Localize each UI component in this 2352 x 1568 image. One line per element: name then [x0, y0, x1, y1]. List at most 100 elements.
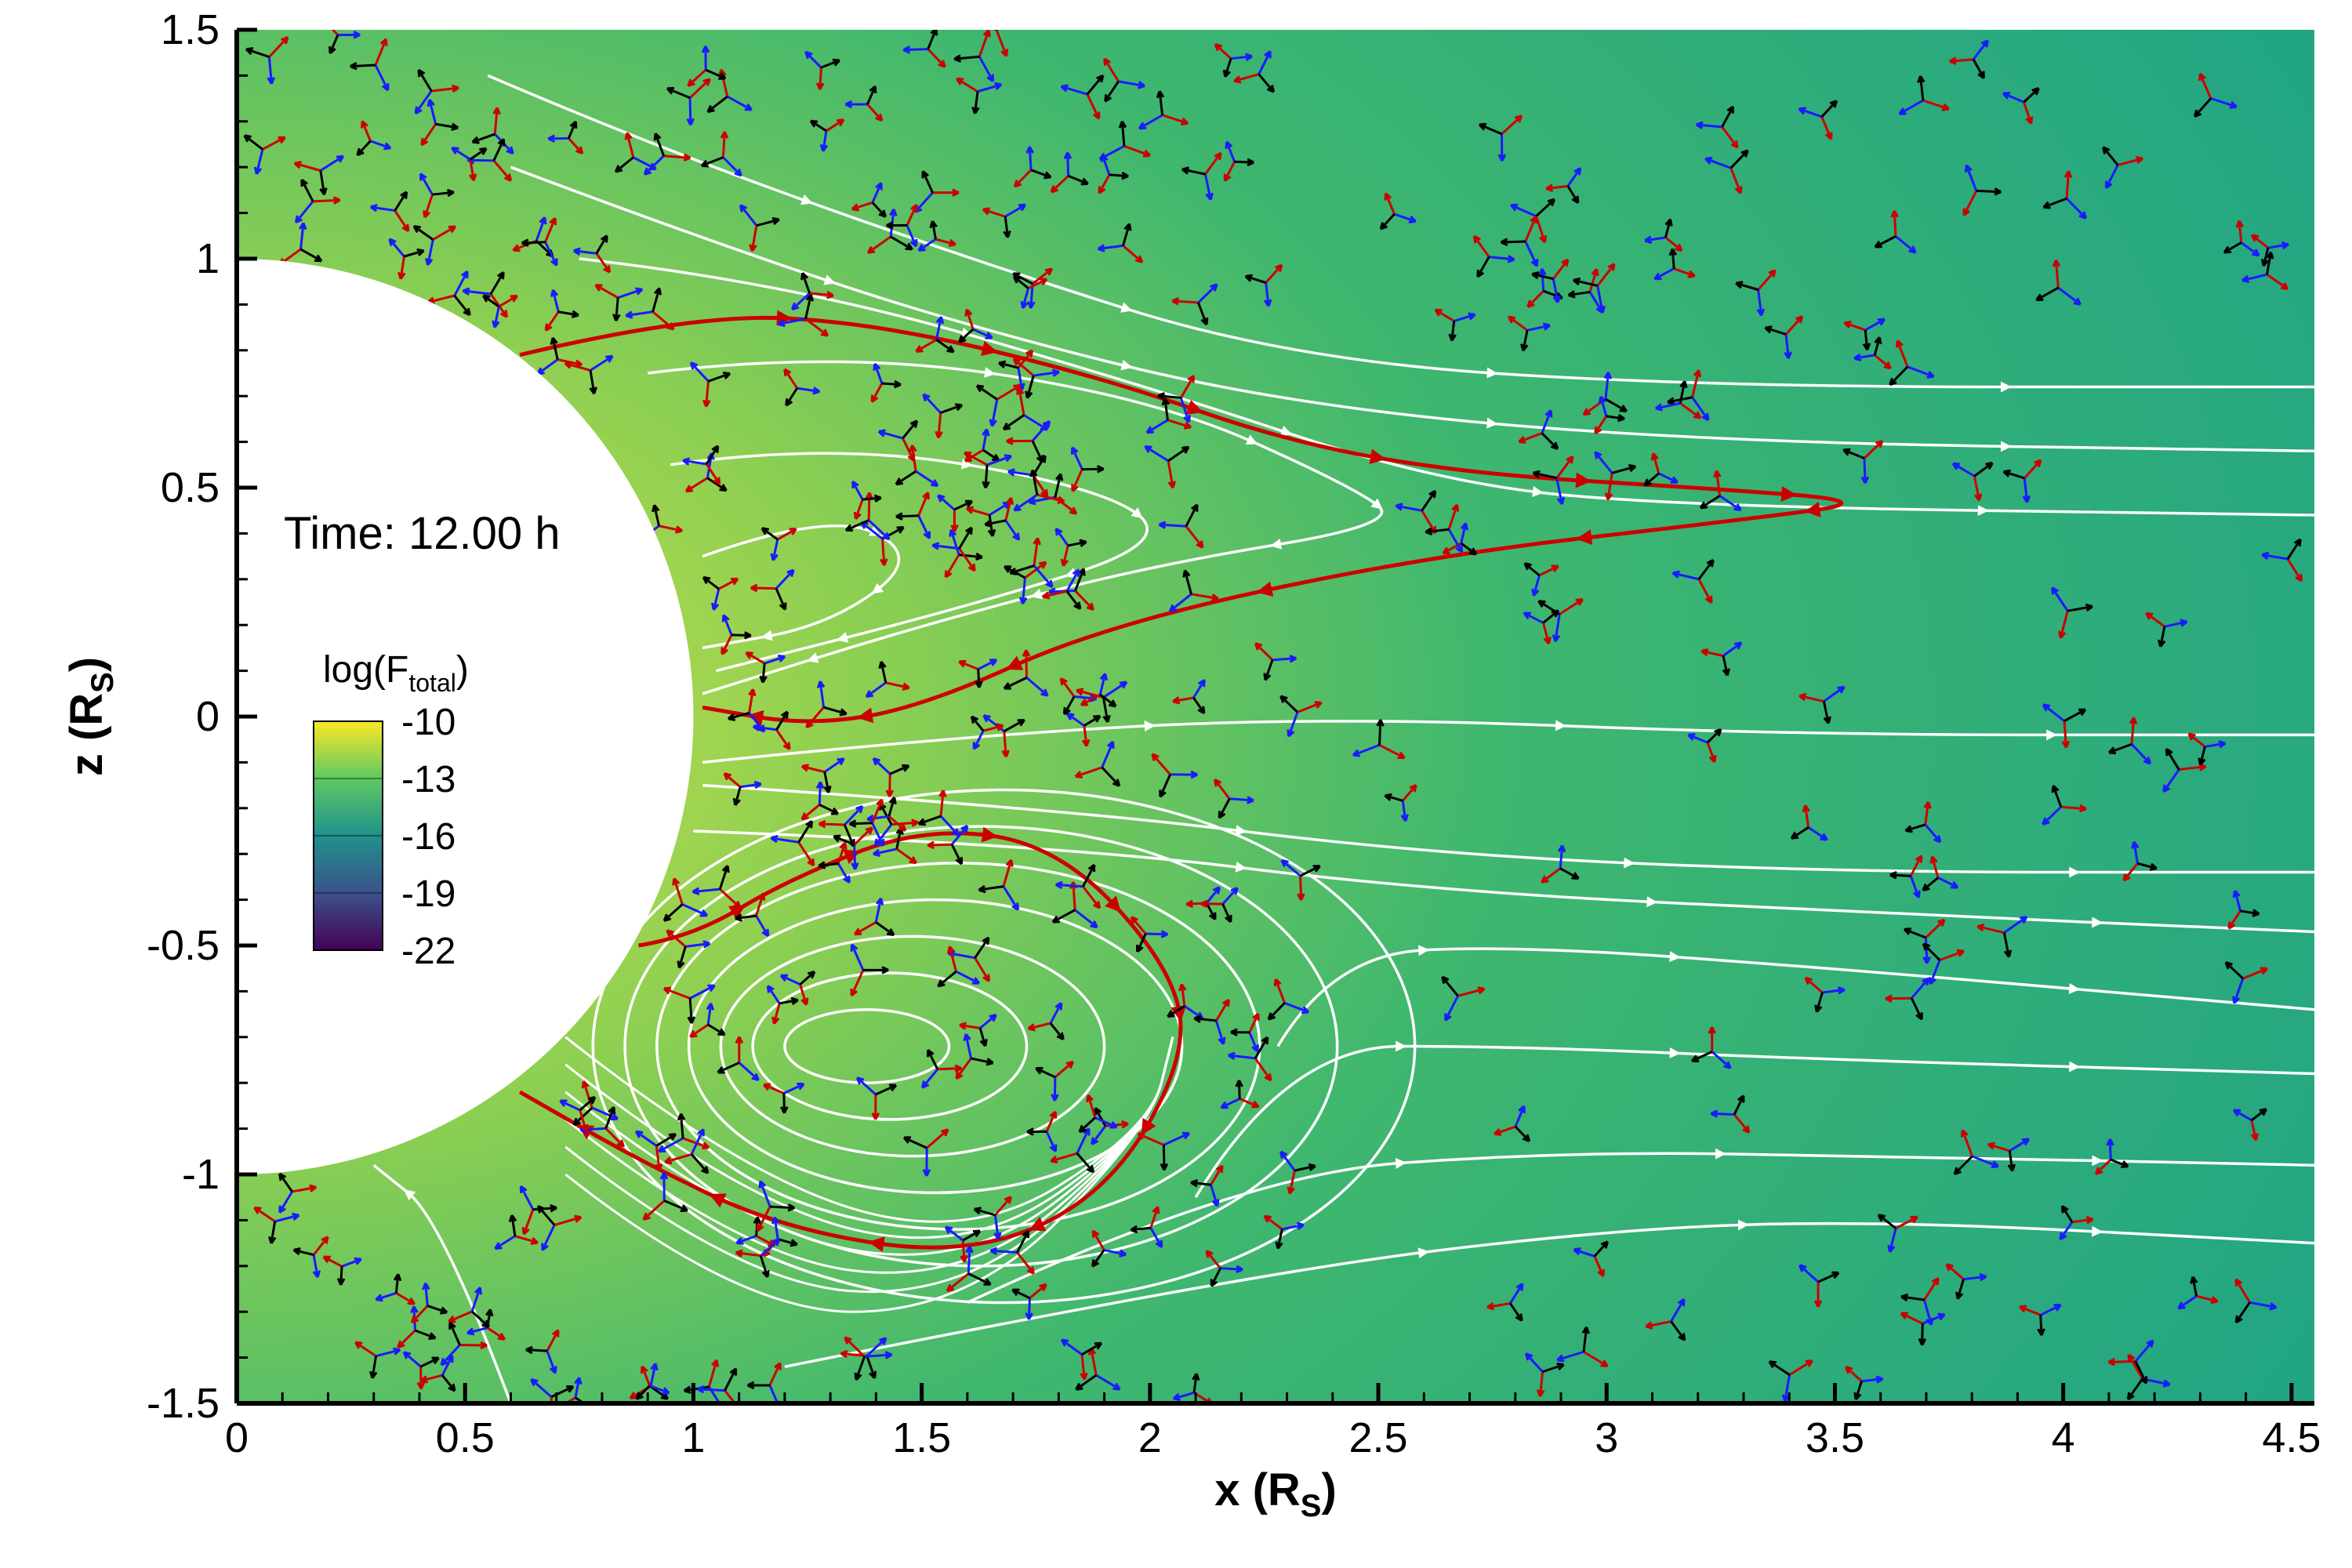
- vector-arrow: [866, 85, 877, 105]
- vector-arrow: [1032, 267, 1054, 285]
- vector-arrow: [579, 1109, 589, 1132]
- vector-arrow: [2227, 910, 2241, 930]
- vector-arrow: [245, 47, 270, 59]
- x-tick-label: 1.5: [892, 1414, 951, 1461]
- vector-arrow: [652, 504, 661, 527]
- vector-arrow: [612, 297, 621, 321]
- y-axis-title: z (RS): [61, 657, 120, 776]
- vector-arrow: [2286, 558, 2303, 583]
- vector-arrow: [866, 103, 884, 122]
- vector-arrow: [1054, 473, 1064, 498]
- vector-arrow: [1542, 622, 1552, 645]
- vector-arrow: [1158, 521, 1186, 529]
- vector-arrow: [432, 225, 457, 241]
- vector-arrow: [1004, 203, 1027, 218]
- colorbar-title: log(Ftotal): [323, 649, 469, 697]
- vector-arrow: [1033, 368, 1060, 377]
- vector-arrow: [964, 308, 975, 330]
- y-tick-label: -0.5: [147, 922, 220, 969]
- vector-arrow: [1556, 1350, 1584, 1363]
- vector-arrow: [1542, 1363, 1565, 1374]
- vector-arrow: [800, 272, 811, 294]
- vector-arrow: [666, 86, 691, 100]
- x-tick-label: 0: [225, 1414, 249, 1461]
- vector-arrow: [958, 328, 975, 343]
- vector-arrow: [1379, 213, 1396, 230]
- vector-arrow: [770, 1203, 796, 1212]
- vector-arrow: [868, 519, 891, 541]
- vector-arrow: [1097, 244, 1123, 252]
- vector-arrow: [886, 221, 907, 230]
- vector-arrow: [759, 1255, 770, 1278]
- vector-arrow: [1853, 1381, 1863, 1401]
- vector-arrow: [1722, 641, 1743, 657]
- vector-arrow: [1922, 942, 1941, 961]
- vector-arrow: [2022, 477, 2031, 503]
- vector-arrow: [1179, 397, 1192, 423]
- vector-arrow: [1190, 1178, 1211, 1188]
- vector-arrow: [652, 310, 675, 331]
- vector-arrow: [2037, 1315, 2045, 1336]
- vector-arrow: [369, 140, 392, 151]
- vector-arrow: [1384, 793, 1403, 802]
- x-tick-label: 2.5: [1349, 1414, 1408, 1461]
- vector-arrow: [2251, 1108, 2268, 1121]
- vector-arrow: [1596, 285, 1606, 314]
- vector-arrow: [625, 310, 653, 319]
- vector-arrow: [1220, 1098, 1240, 1109]
- vector-arrow: [1027, 278, 1048, 290]
- vector-arrow: [568, 137, 584, 155]
- vector-arrow: [964, 451, 988, 466]
- vector-arrow: [687, 69, 707, 87]
- vector-arrow: [2107, 742, 2132, 755]
- vector-arrow: [1163, 1131, 1190, 1146]
- vector-arrow: [1823, 685, 1846, 702]
- vector-arrow: [1099, 693, 1117, 708]
- vector-arrow: [1182, 569, 1192, 595]
- vector-arrow: [750, 583, 777, 593]
- vector-arrow: [1526, 290, 1544, 308]
- vector-arrow: [1949, 56, 1974, 65]
- vector-arrow: [2104, 164, 2119, 189]
- vector-arrow: [1710, 1109, 1735, 1118]
- vector-arrow: [654, 1145, 663, 1171]
- vector-arrow: [1472, 234, 1490, 258]
- vector-arrow: [426, 99, 437, 125]
- vector-arrow: [1130, 916, 1147, 935]
- vector-arrow: [687, 998, 696, 1024]
- vector-arrow: [1721, 105, 1735, 128]
- vector-arrow: [663, 1200, 688, 1212]
- vector-arrow: [766, 985, 781, 1004]
- vector-arrow: [707, 1023, 726, 1036]
- vector-arrow: [1885, 994, 1912, 1003]
- vector-arrow: [848, 819, 873, 828]
- y-tick-label: 0.5: [161, 464, 220, 511]
- vector-arrow: [453, 295, 471, 317]
- vector-arrow: [677, 946, 687, 969]
- vector-arrow: [1082, 465, 1105, 474]
- vector-arrow: [2162, 768, 2180, 793]
- vector-arrow: [1478, 122, 1503, 136]
- vector-arrow: [2134, 1339, 2154, 1363]
- vector-arrow: [1210, 1267, 1221, 1287]
- vector-arrow: [1263, 1214, 1283, 1231]
- vector-arrow: [557, 358, 583, 368]
- vector-arrow: [1904, 823, 1926, 833]
- vector-arrow: [866, 1337, 887, 1357]
- vector-arrow: [397, 1329, 416, 1349]
- vector-arrow: [426, 1305, 448, 1315]
- vector-arrow: [720, 131, 729, 158]
- vector-arrow: [851, 480, 864, 500]
- vector-arrow: [1258, 73, 1276, 93]
- vector-arrow: [826, 118, 845, 132]
- vector-arrow: [1853, 353, 1875, 362]
- vector-arrow: [1894, 235, 1917, 254]
- vector-arrow: [1035, 1066, 1056, 1079]
- vector-arrow: [471, 1310, 491, 1328]
- vector-arrow: [659, 524, 684, 534]
- vector-arrow: [1460, 542, 1478, 556]
- vector-arrow: [809, 119, 827, 132]
- vector-arrow: [1650, 452, 1661, 474]
- vector-arrow: [1887, 1228, 1897, 1253]
- vector-arrow: [1900, 1293, 1925, 1302]
